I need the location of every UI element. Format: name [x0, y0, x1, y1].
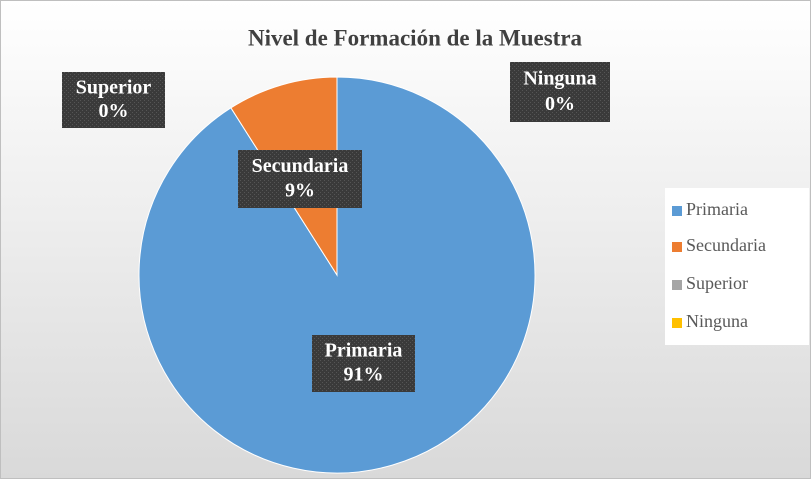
- data-label-name: Primaria: [325, 340, 403, 362]
- legend-swatch: [672, 280, 682, 290]
- data-label-name: Ninguna: [523, 68, 596, 90]
- data-label-box: [510, 62, 610, 122]
- data-label-value: 9%: [285, 179, 315, 201]
- data-label-box: [62, 72, 165, 128]
- legend-box: [665, 188, 809, 345]
- data-label-box: [238, 150, 362, 208]
- legend-swatch: [672, 242, 682, 252]
- data-label-value: 91%: [344, 364, 384, 386]
- legend-label: Ninguna: [686, 311, 748, 331]
- legend-label: Superior: [686, 273, 748, 293]
- data-label-value: 0%: [99, 100, 129, 122]
- legend-label: Secundaria: [686, 235, 766, 255]
- legend-swatch: [672, 206, 682, 216]
- data-label-box: [312, 335, 415, 392]
- data-label-value: 0%: [545, 93, 575, 115]
- data-label-name: Superior: [76, 76, 152, 98]
- data-label-name: Secundaria: [252, 155, 349, 177]
- legend-label: Primaria: [686, 199, 748, 219]
- chart-title: Nivel de Formación de la Muestra: [248, 25, 583, 50]
- legend-swatch: [672, 318, 682, 328]
